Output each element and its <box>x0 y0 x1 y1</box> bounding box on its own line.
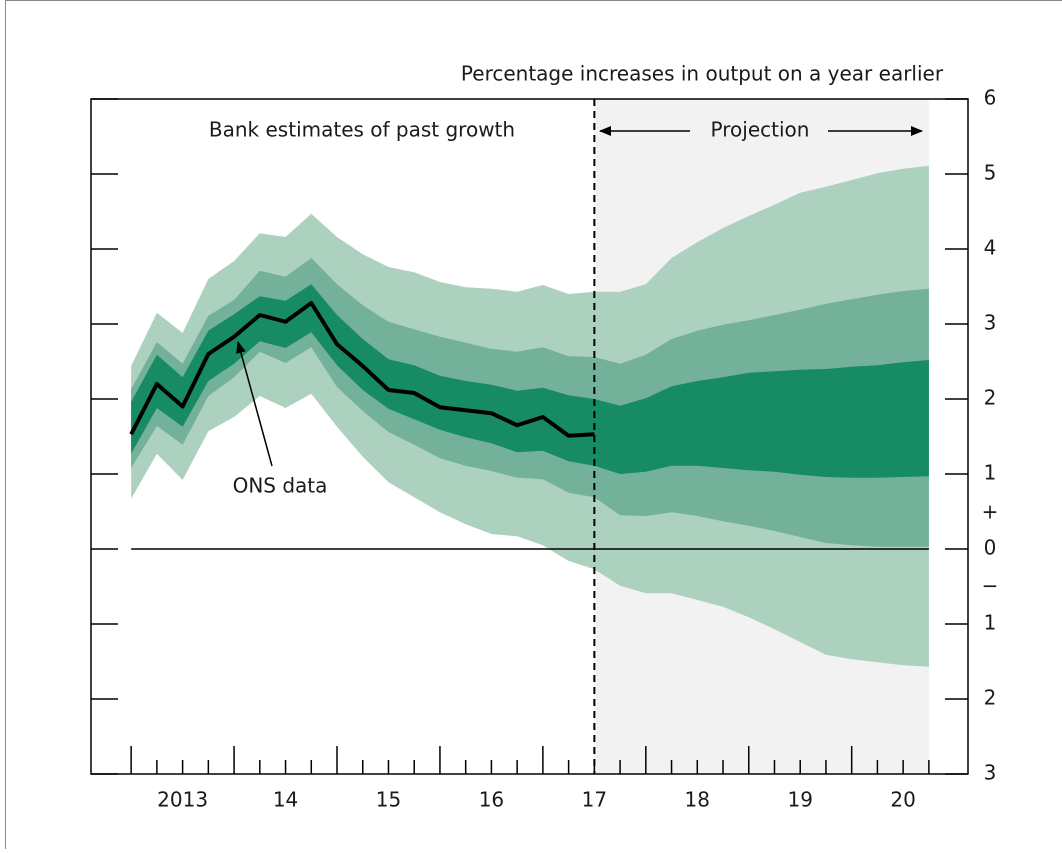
y-tick-label: 3 <box>984 311 997 335</box>
y-tick-label: 4 <box>984 236 997 260</box>
x-tick-label: 18 <box>685 788 710 812</box>
x-tick-label: 15 <box>376 788 401 812</box>
plot-area: 3 2 1 0 1 2 3 4 5 6 2013 14 15 16 17 18 19 20 <box>91 86 996 812</box>
y-tick-label: 3 <box>984 761 997 785</box>
y-tick-label: 0 <box>984 536 997 560</box>
x-tick-label: 2013 <box>157 788 208 812</box>
x-tick-label: 20 <box>890 788 915 812</box>
y-tick-label: 6 <box>984 86 997 110</box>
annotation: Bank estimates of past growth <box>209 118 515 142</box>
x-tick-label: 17 <box>582 788 607 812</box>
y-tick-label: 5 <box>984 161 997 185</box>
y-tick-label: 1 <box>984 461 997 485</box>
y-tick-label: 2 <box>984 386 997 410</box>
y-axis-label: Percentage increases in output on a year… <box>461 62 944 86</box>
x-tick-label: 19 <box>787 788 812 812</box>
annotation: Projection <box>711 118 810 142</box>
y-tick-label: 2 <box>984 686 997 710</box>
sign: − <box>982 574 999 598</box>
y-tick-label: 1 <box>984 611 997 635</box>
sign: + <box>982 500 999 524</box>
annotation: ONS data <box>233 474 328 498</box>
x-tick-label: 16 <box>479 788 504 812</box>
x-tick-label: 14 <box>273 788 298 812</box>
